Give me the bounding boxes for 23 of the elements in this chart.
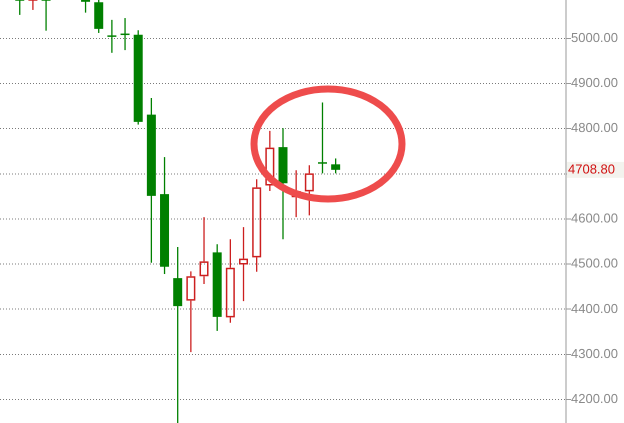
y-tick-label: 4800.00 xyxy=(571,120,618,136)
candlestick xyxy=(107,19,116,54)
candlestick xyxy=(28,0,38,11)
y-tick-label: 4400.00 xyxy=(571,300,618,316)
y-tick-label: 4600.00 xyxy=(571,210,618,226)
text: 4708.80 xyxy=(568,161,615,176)
candlestick xyxy=(239,226,248,302)
candlestick xyxy=(200,216,209,285)
candlestick xyxy=(81,0,90,14)
y-tick-label: 4900.00 xyxy=(571,75,618,90)
candlestick xyxy=(42,0,51,32)
y-tick-label: 4300.00 xyxy=(571,346,618,361)
candlestick xyxy=(15,0,24,16)
y-tick-label: 4200.00 xyxy=(571,391,618,406)
candlestick xyxy=(252,178,262,272)
candlestick xyxy=(304,164,314,216)
candlestick xyxy=(331,158,340,174)
y-tick-label: 4500.00 xyxy=(571,256,618,271)
y-tick-label: 5000.00 xyxy=(571,30,618,45)
candlestick xyxy=(226,238,235,324)
candlestick xyxy=(120,17,130,51)
candlestick xyxy=(186,270,196,353)
candlestick xyxy=(318,102,327,174)
